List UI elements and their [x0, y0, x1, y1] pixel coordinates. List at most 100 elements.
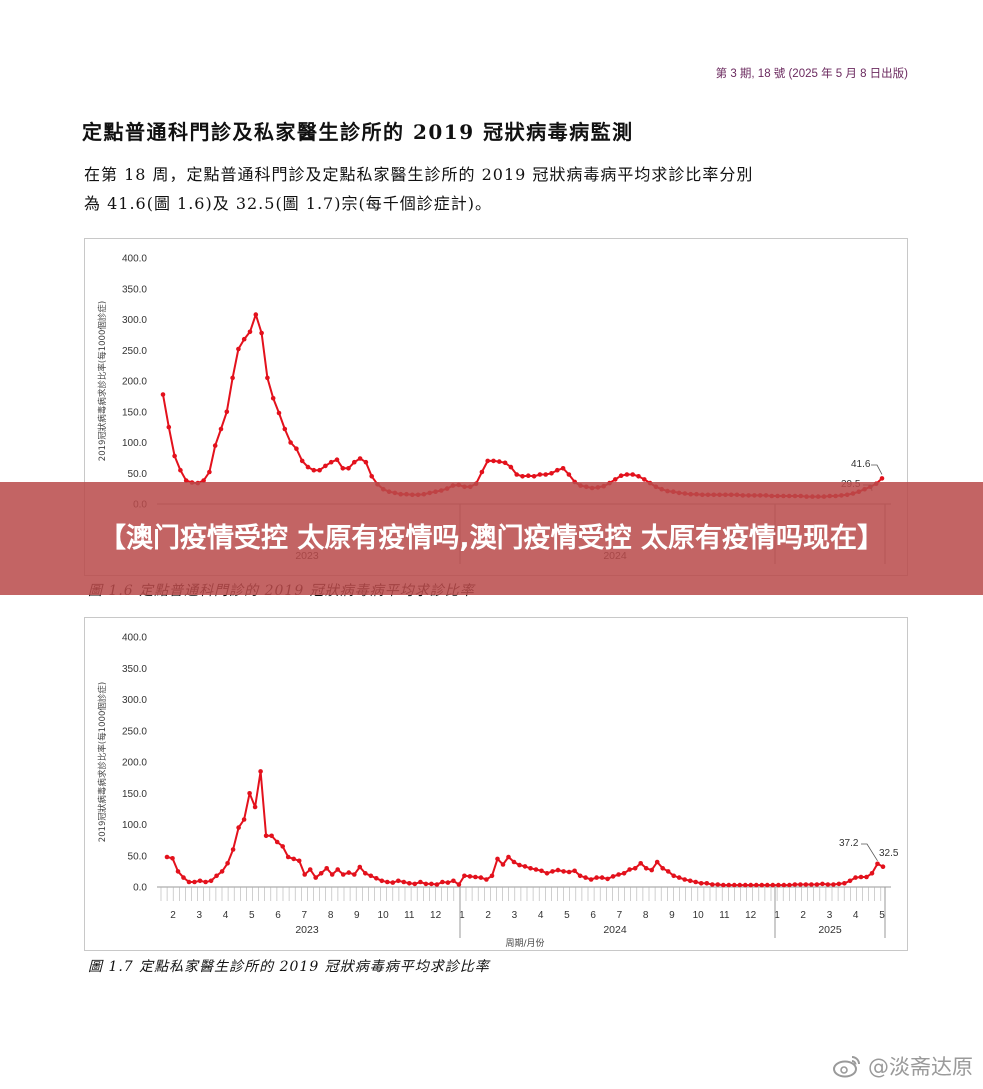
data-point [520, 474, 525, 479]
summary-line-1: 在第 18 周，定點普通科門診及定點私家醫生診所的 2019 冠狀病毒病平均求診… [84, 165, 754, 184]
data-point [291, 856, 296, 862]
data-point [299, 458, 305, 464]
data-point [798, 882, 803, 887]
month-label: 2 [800, 910, 806, 921]
data-point [230, 847, 236, 852]
month-label: 1 [459, 910, 465, 921]
data-point [334, 457, 340, 462]
data-point [324, 866, 329, 871]
data-point [809, 882, 814, 887]
month-label: 8 [643, 910, 649, 921]
data-point [214, 873, 219, 879]
data-point [252, 804, 258, 810]
data-point [253, 312, 259, 317]
data-point [462, 873, 467, 879]
data-point [781, 882, 787, 888]
data-point [323, 463, 328, 469]
data-point [514, 472, 519, 477]
data-point [754, 882, 759, 888]
data-point [270, 395, 276, 401]
data-point [825, 882, 831, 887]
annotation-leader [871, 464, 883, 475]
month-label: 10 [693, 910, 705, 921]
data-point [495, 856, 500, 862]
data-point [704, 881, 710, 886]
data-point [456, 882, 462, 887]
data-point [302, 872, 307, 877]
data-point [638, 861, 643, 866]
month-label: 9 [669, 910, 675, 921]
data-point [539, 868, 544, 874]
data-point [613, 477, 618, 482]
month-label: 8 [328, 910, 334, 921]
data-point [721, 882, 726, 888]
data-point [642, 477, 647, 482]
data-point [489, 873, 495, 879]
data-point [726, 882, 732, 888]
banner-text: 【澳门疫情受控 太原有疫情吗,澳门疫情受控 太原有疫情吗现在】 [98, 523, 885, 554]
data-point [533, 867, 539, 872]
summary-line-2: 為 41.6(圖 1.6)及 32.5(圖 1.7)宗(每千個診症計)。 [84, 194, 492, 213]
annotation-label: 32.5 [879, 848, 899, 859]
data-point [374, 876, 379, 881]
weibo-icon [833, 1056, 860, 1078]
data-point [737, 882, 743, 888]
year-label: 2023 [295, 924, 319, 936]
month-label: 4 [853, 910, 859, 921]
data-point [594, 875, 599, 880]
month-label: 5 [879, 910, 885, 921]
data-point [654, 859, 660, 865]
data-point [265, 375, 270, 381]
data-point [787, 882, 792, 888]
data-point [467, 874, 473, 879]
data-point [687, 878, 693, 884]
month-label: 12 [745, 910, 757, 921]
data-point [363, 459, 369, 465]
data-point [224, 409, 230, 415]
y-tick-label: 350.0 [122, 284, 147, 295]
data-point [770, 882, 776, 888]
data-point [616, 872, 621, 877]
data-point [776, 882, 781, 888]
data-point [236, 346, 241, 352]
data-point [401, 879, 407, 885]
data-point [484, 877, 489, 882]
data-point [247, 329, 253, 335]
data-point [313, 875, 318, 880]
data-point [192, 879, 197, 885]
data-point [588, 877, 594, 882]
month-label: 11 [404, 910, 415, 921]
data-point [632, 866, 638, 871]
data-point [296, 858, 302, 864]
y-tick-label: 0.0 [133, 883, 147, 894]
data-point [473, 874, 478, 880]
chart-2-caption: 圖 1.7 定點私家醫生診所的 2019 冠狀病毒病平均求診比率 [88, 959, 490, 975]
data-point [511, 859, 517, 865]
month-label: 4 [538, 910, 544, 921]
data-point [759, 882, 765, 888]
annotation-label: 37.2 [839, 838, 859, 849]
data-point [543, 472, 548, 477]
y-tick-label: 100.0 [122, 820, 147, 831]
data-point [207, 469, 212, 475]
data-point [698, 881, 704, 886]
data-point [555, 867, 561, 873]
data-point [847, 878, 853, 884]
month-label: 2 [485, 910, 491, 921]
data-point [526, 473, 531, 478]
month-label: 6 [590, 910, 596, 921]
data-point [160, 392, 166, 397]
data-point [166, 424, 172, 430]
data-point [618, 473, 624, 478]
data-point [743, 882, 748, 888]
data-point [241, 336, 247, 342]
data-point [605, 876, 610, 882]
data-point [197, 878, 203, 884]
series-line [162, 313, 883, 498]
data-point [305, 464, 311, 470]
data-point [440, 879, 445, 885]
data-point [445, 880, 451, 885]
data-point [282, 426, 288, 432]
data-point [178, 467, 183, 473]
data-point [357, 864, 363, 870]
